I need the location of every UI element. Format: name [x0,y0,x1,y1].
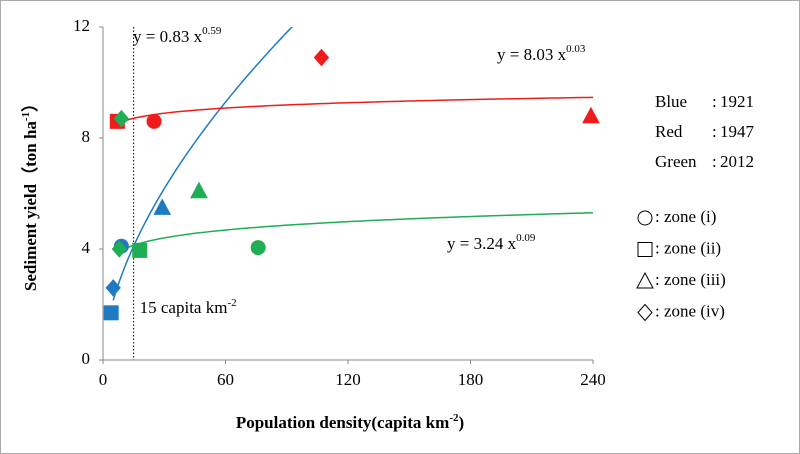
reference-label: 15 capita km-2 [140,297,237,317]
reference-label-text: 15 capita km [140,298,228,317]
point [190,181,208,199]
legend-colon: : [712,92,717,111]
fit-equation: y = 0.83 x0.59 [133,25,222,46]
point [313,48,330,67]
fit-equation: y = 8.03 x0.03 [497,43,586,64]
fit-exponent: 0.03 [566,43,586,55]
fit-curve [112,27,293,301]
y-tick-label: 4 [82,238,91,257]
point [113,109,130,128]
point [582,106,600,124]
zone-label: : zone (i) [655,207,716,226]
zone-marker [637,242,653,257]
zone-marker [637,210,653,226]
legend-period: 1947 [720,122,755,141]
legend-period: 2012 [720,152,754,171]
fit-equation-text: y = 8.03 x [497,45,567,64]
legend-colon: : [712,152,717,171]
x-tick-label: 0 [99,370,108,389]
legend-period: 1921 [720,92,754,111]
legend-colon: : [712,122,717,141]
y-axis-label: Sediment yield（ton ha-1） [20,95,40,291]
point [105,279,121,297]
legend-name: Blue [655,92,687,111]
x-tick-label: 180 [458,370,484,389]
fit-curve [119,96,593,124]
y-tick-label: 8 [82,127,91,146]
point [146,113,162,129]
fit-equation: y = 3.24 x0.09 [447,232,536,253]
legend-name: Red [655,122,683,141]
point [111,240,127,258]
fit-exponent: 0.09 [516,232,536,244]
fit-curve [118,212,593,253]
x-axis-label: Population density(capita km-2) [236,412,464,432]
zone-marker [637,303,653,322]
fit-equation-text: y = 0.83 x [133,27,203,46]
zone-marker [636,271,654,289]
y-tick-label: 12 [73,16,90,35]
zone-label: : zone (ii) [655,238,721,257]
fit-exponent: 0.59 [202,25,222,37]
point [250,240,266,256]
reference-label-sup: -2 [227,297,236,309]
point [103,305,119,321]
point [132,242,148,258]
x-tick-label: 60 [217,370,234,389]
x-tick-label: 240 [580,370,606,389]
y-tick-label: 0 [82,349,91,368]
legend-name: Green [655,152,697,171]
zone-label: : zone (iv) [655,301,725,320]
point [153,198,172,215]
x-tick-label: 120 [335,370,361,389]
fit-equation-text: y = 3.24 x [447,234,517,253]
zone-label: : zone (iii) [655,270,726,289]
